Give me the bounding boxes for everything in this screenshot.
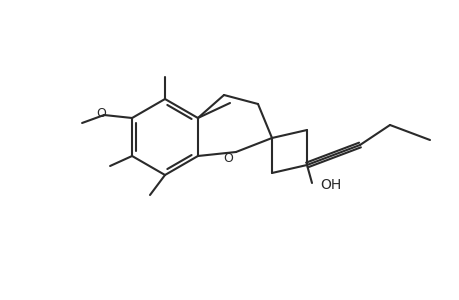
Text: OH: OH (319, 178, 341, 192)
Text: O: O (223, 152, 232, 164)
Text: O: O (96, 106, 106, 119)
